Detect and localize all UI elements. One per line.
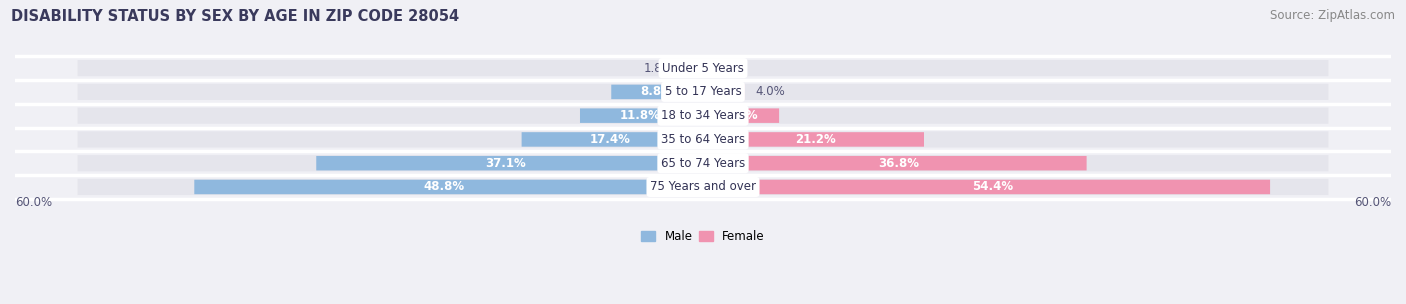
Text: 21.2%: 21.2% bbox=[796, 133, 837, 146]
Text: 75 Years and over: 75 Years and over bbox=[650, 181, 756, 193]
Text: 1.8%: 1.8% bbox=[713, 62, 744, 74]
FancyBboxPatch shape bbox=[522, 132, 703, 147]
Text: 48.8%: 48.8% bbox=[423, 181, 464, 193]
Text: 1.8%: 1.8% bbox=[644, 62, 673, 74]
Text: 4.0%: 4.0% bbox=[755, 85, 785, 98]
FancyBboxPatch shape bbox=[612, 85, 703, 99]
FancyBboxPatch shape bbox=[703, 109, 779, 123]
Text: 7.3%: 7.3% bbox=[725, 109, 758, 122]
Text: 36.8%: 36.8% bbox=[879, 157, 920, 170]
Text: 37.1%: 37.1% bbox=[485, 157, 526, 170]
FancyBboxPatch shape bbox=[77, 84, 1329, 100]
FancyBboxPatch shape bbox=[77, 60, 1329, 76]
FancyBboxPatch shape bbox=[703, 156, 1087, 171]
FancyBboxPatch shape bbox=[703, 180, 1270, 194]
FancyBboxPatch shape bbox=[194, 180, 703, 194]
FancyBboxPatch shape bbox=[77, 155, 1329, 171]
FancyBboxPatch shape bbox=[685, 61, 703, 75]
Text: 54.4%: 54.4% bbox=[972, 181, 1012, 193]
Text: 65 to 74 Years: 65 to 74 Years bbox=[661, 157, 745, 170]
FancyBboxPatch shape bbox=[77, 131, 1329, 147]
Text: 11.8%: 11.8% bbox=[620, 109, 661, 122]
FancyBboxPatch shape bbox=[703, 132, 924, 147]
Text: 35 to 64 Years: 35 to 64 Years bbox=[661, 133, 745, 146]
Text: 18 to 34 Years: 18 to 34 Years bbox=[661, 109, 745, 122]
Text: DISABILITY STATUS BY SEX BY AGE IN ZIP CODE 28054: DISABILITY STATUS BY SEX BY AGE IN ZIP C… bbox=[11, 9, 460, 24]
Text: 17.4%: 17.4% bbox=[591, 133, 631, 146]
Text: 60.0%: 60.0% bbox=[1354, 196, 1391, 209]
FancyBboxPatch shape bbox=[316, 156, 703, 171]
Text: Source: ZipAtlas.com: Source: ZipAtlas.com bbox=[1270, 9, 1395, 22]
Text: 5 to 17 Years: 5 to 17 Years bbox=[665, 85, 741, 98]
FancyBboxPatch shape bbox=[703, 85, 745, 99]
FancyBboxPatch shape bbox=[77, 179, 1329, 195]
Text: Under 5 Years: Under 5 Years bbox=[662, 62, 744, 74]
Text: 8.8%: 8.8% bbox=[640, 85, 672, 98]
Text: 60.0%: 60.0% bbox=[15, 196, 52, 209]
FancyBboxPatch shape bbox=[581, 109, 703, 123]
Legend: Male, Female: Male, Female bbox=[637, 226, 769, 248]
FancyBboxPatch shape bbox=[77, 108, 1329, 124]
